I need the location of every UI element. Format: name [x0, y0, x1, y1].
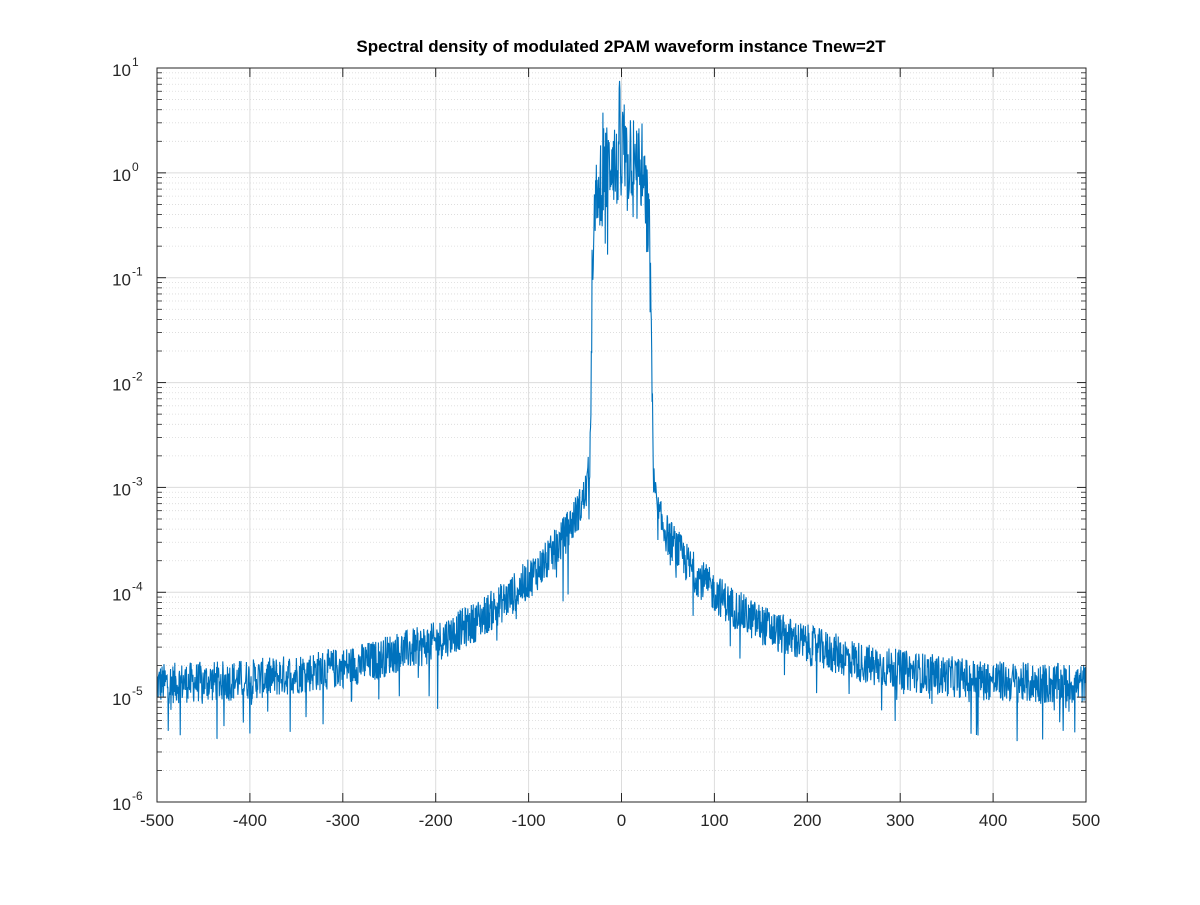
- x-tick-label: 500: [1072, 811, 1100, 830]
- y-tick-exponent: -3: [132, 474, 143, 488]
- y-tick-exponent: 1: [132, 55, 139, 69]
- x-tick-label: -300: [326, 811, 360, 830]
- x-tick-label: 100: [700, 811, 728, 830]
- series-line: [157, 80, 1086, 742]
- y-tick-label: 10: [112, 480, 131, 499]
- plot-area: [157, 80, 1086, 742]
- x-tick-labels: -500 -400 -300 -200 -100 0 100 200 300 400 500: [140, 811, 1100, 830]
- y-tick-exponent: -2: [132, 370, 143, 384]
- y-tick-exponent: -1: [132, 265, 143, 279]
- y-tick-label: 10: [112, 585, 131, 604]
- x-tick-label: 200: [793, 811, 821, 830]
- x-tick-label: -400: [233, 811, 267, 830]
- x-tick-label: -200: [419, 811, 453, 830]
- y-tick-label: 10: [112, 271, 131, 290]
- y-tick-label: 10: [112, 795, 131, 814]
- y-tick-label: 10: [112, 166, 131, 185]
- x-tick-label: -100: [512, 811, 546, 830]
- y-tick-label: 10: [112, 376, 131, 395]
- tick-layer: [156, 67, 1087, 803]
- x-tick-label: 300: [886, 811, 914, 830]
- chart-title: Spectral density of modulated 2PAM wavef…: [356, 37, 886, 56]
- y-tick-label: 10: [112, 61, 131, 80]
- grid-layer: [156, 67, 1087, 803]
- y-tick-exponent: 0: [132, 160, 139, 174]
- x-tick-label: 0: [617, 811, 626, 830]
- y-tick-exponent: -4: [132, 579, 143, 593]
- y-tick-exponent: -6: [132, 789, 143, 803]
- y-tick-exponent: -5: [132, 684, 143, 698]
- x-tick-label: -500: [140, 811, 174, 830]
- y-tick-label: 10: [112, 690, 131, 709]
- x-tick-label: 400: [979, 811, 1007, 830]
